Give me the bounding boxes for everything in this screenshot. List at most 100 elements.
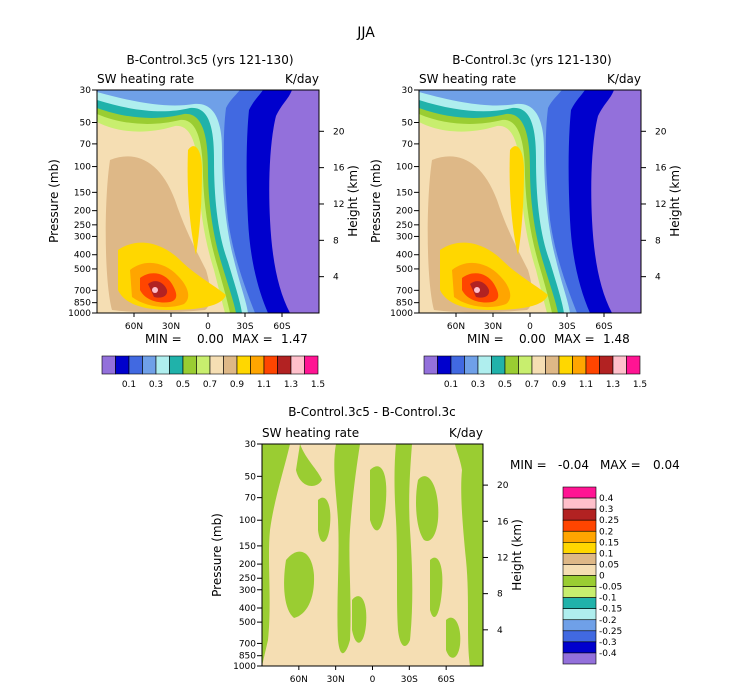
- y-tick-label: 400: [396, 251, 413, 261]
- colorbar-label: 0.7: [525, 380, 539, 390]
- figure-title: JJA: [356, 25, 375, 41]
- panel-3-min-value: -0.04: [558, 458, 589, 472]
- colorbar-swatch: [277, 355, 292, 375]
- panel-2-variable-label: SW heating rate: [419, 72, 516, 86]
- colorbar-swatch: [562, 508, 597, 521]
- panel-2-max-value: 1.48: [603, 332, 630, 346]
- panel-2-min-value: 0.00: [519, 332, 546, 346]
- colorbar-swatch: [450, 355, 465, 375]
- colorbar-swatch: [223, 355, 238, 375]
- y-tick-label: 300: [74, 232, 91, 242]
- colorbar-swatch: [423, 355, 438, 375]
- colorbar-swatch: [562, 652, 597, 665]
- panel-1-max-value: 1.47: [281, 332, 308, 346]
- x-tick-label: 60N: [447, 322, 465, 332]
- colorbar-label: 0.3: [149, 380, 163, 390]
- panel-2-ylabel: Pressure (mb): [369, 159, 383, 243]
- colorbar-swatch: [504, 355, 519, 375]
- y-tick-label: 1000: [390, 309, 413, 319]
- colorbar-label: 1.5: [633, 380, 647, 390]
- colorbar-swatch: [196, 355, 211, 375]
- colorbar-swatch: [518, 355, 533, 375]
- panel-1-ylabel: Pressure (mb): [47, 159, 61, 243]
- y-right-tick-label: 20: [497, 481, 509, 491]
- panel-2: B-Control.3c (yrs 121-130) SW heating ra…: [369, 53, 682, 390]
- colorbar-swatch: [491, 355, 506, 375]
- y-tick-label: 150: [396, 188, 413, 198]
- y-right-tick-label: 16: [333, 164, 345, 174]
- panel-3-max-label: MAX =: [600, 458, 641, 472]
- y-tick-label: 1000: [68, 309, 91, 319]
- colorbar-label: 0.3: [471, 380, 485, 390]
- x-tick-label: 30S: [558, 322, 575, 332]
- panel-1-units-label: K/day: [285, 72, 319, 86]
- colorbar-swatch: [531, 355, 546, 375]
- y-right-tick-label: 20: [655, 127, 667, 137]
- colorbar-label: 0.5: [498, 380, 512, 390]
- panel-2-units-label: K/day: [607, 72, 641, 86]
- panel-1-ylabel-right: Height (km): [346, 165, 360, 236]
- y-tick-label: 30: [402, 86, 414, 96]
- panel-2-title: B-Control.3c (yrs 121-130): [452, 53, 611, 67]
- panel-3-plot-area: [261, 443, 484, 667]
- colorbar-swatch: [562, 564, 597, 576]
- colorbar-swatch: [477, 355, 492, 375]
- colorbar-label: 1.3: [606, 380, 620, 390]
- colorbar-swatch: [142, 355, 157, 375]
- colorbar-swatch: [101, 355, 116, 375]
- colorbar-swatch: [562, 486, 597, 499]
- colorbar-swatch: [562, 630, 597, 643]
- panel-1-min-value: 0.00: [197, 332, 224, 346]
- x-tick-label: 30S: [236, 322, 253, 332]
- colorbar-swatch: [562, 497, 597, 510]
- panel-1-variable-label: SW heating rate: [97, 72, 194, 86]
- y-tick-label: 700: [239, 639, 256, 649]
- colorbar-label: -0.1: [599, 594, 617, 604]
- colorbar-label: 0.25: [599, 516, 619, 526]
- y-tick-label: 50: [245, 472, 257, 482]
- y-right-tick-label: 8: [655, 236, 661, 246]
- y-tick-label: 500: [239, 618, 256, 628]
- y-right-tick-label: 4: [655, 273, 661, 283]
- colorbar-swatch: [169, 355, 184, 375]
- y-tick-label: 700: [396, 286, 413, 296]
- panel-3-colorbar: 0.40.30.250.20.150.10.050-0.05-0.1-0.15-…: [562, 486, 622, 665]
- colorbar-swatch: [562, 519, 597, 532]
- x-tick-label: 0: [205, 322, 211, 332]
- panel-1-min-label: MIN =: [145, 332, 182, 346]
- y-tick-label: 500: [74, 265, 91, 275]
- y-tick-label: 50: [402, 118, 414, 128]
- y-tick-label: 250: [239, 574, 256, 584]
- y-tick-label: 200: [396, 207, 413, 217]
- panel-2-ylabel-right: Height (km): [668, 165, 682, 236]
- panel-1-plot-area: [96, 89, 320, 314]
- colorbar-swatch: [562, 542, 597, 554]
- panel-1-max-label: MAX =: [232, 332, 273, 346]
- panel-3-variable-label: SW heating rate: [262, 426, 359, 440]
- colorbar-swatch: [585, 355, 600, 375]
- panel-3-ylabel-right: Height (km): [510, 519, 524, 590]
- y-tick-label: 850: [396, 299, 413, 309]
- colorbar-label: 1.1: [579, 380, 593, 390]
- colorbar-swatch: [290, 355, 305, 375]
- panel-3: B-Control.3c5 - B-Control.3c SW heating …: [210, 405, 680, 685]
- y-tick-label: 1000: [233, 662, 256, 672]
- colorbar-swatch: [572, 355, 587, 375]
- panel-3-min-label: MIN =: [510, 458, 547, 472]
- colorbar-swatch: [558, 355, 573, 375]
- colorbar-swatch: [437, 355, 452, 375]
- colorbar-label: 0.1: [444, 380, 458, 390]
- y-tick-label: 250: [74, 221, 91, 231]
- panel-2-max-label: MAX =: [554, 332, 595, 346]
- y-tick-label: 300: [396, 232, 413, 242]
- y-tick-label: 200: [239, 560, 256, 570]
- x-tick-label: 0: [370, 675, 376, 685]
- y-tick-label: 700: [74, 286, 91, 296]
- colorbar-swatch: [562, 586, 597, 598]
- colorbar-label: 0.9: [230, 380, 245, 390]
- colorbar-swatch: [115, 355, 130, 375]
- colorbar-label: 1.1: [257, 380, 271, 390]
- colorbar-label: 0.05: [599, 560, 619, 570]
